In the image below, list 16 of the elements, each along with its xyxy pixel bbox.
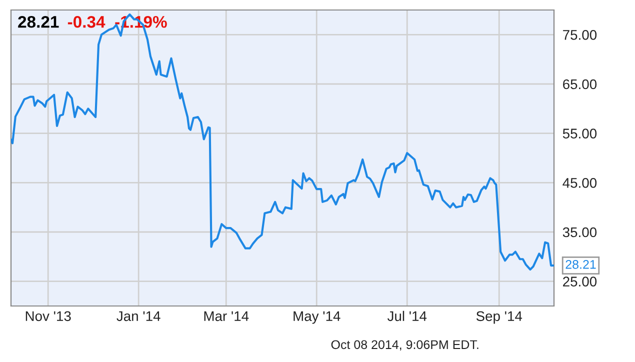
x-tick-label: Jul '14 — [387, 310, 427, 322]
chart-title: 28.21 — [18, 16, 59, 28]
annotation: 28.21 — [566, 260, 596, 269]
x-tick-label: May '14 — [294, 311, 340, 324]
y-tick-label: 45.00 — [562, 178, 597, 188]
y-tick-label: 75.00 — [563, 30, 597, 40]
line-series — [11, 13, 554, 271]
y-tick-label: 55.00 — [562, 128, 597, 139]
y-tick-label: 25.00 — [563, 276, 597, 287]
x-tick-label: Nov '13 — [26, 311, 71, 322]
x-tick-label: Sep '14 — [476, 311, 522, 324]
x-tick-label: Mar '14 — [204, 311, 249, 322]
x-tick-label: Jan '14 — [116, 311, 160, 322]
text: Oct 08 2014, 9:06PM EDT. — [331, 340, 478, 351]
y-tick-label: 35.00 — [562, 227, 597, 238]
y-tick-label: 65.00 — [563, 79, 597, 90]
